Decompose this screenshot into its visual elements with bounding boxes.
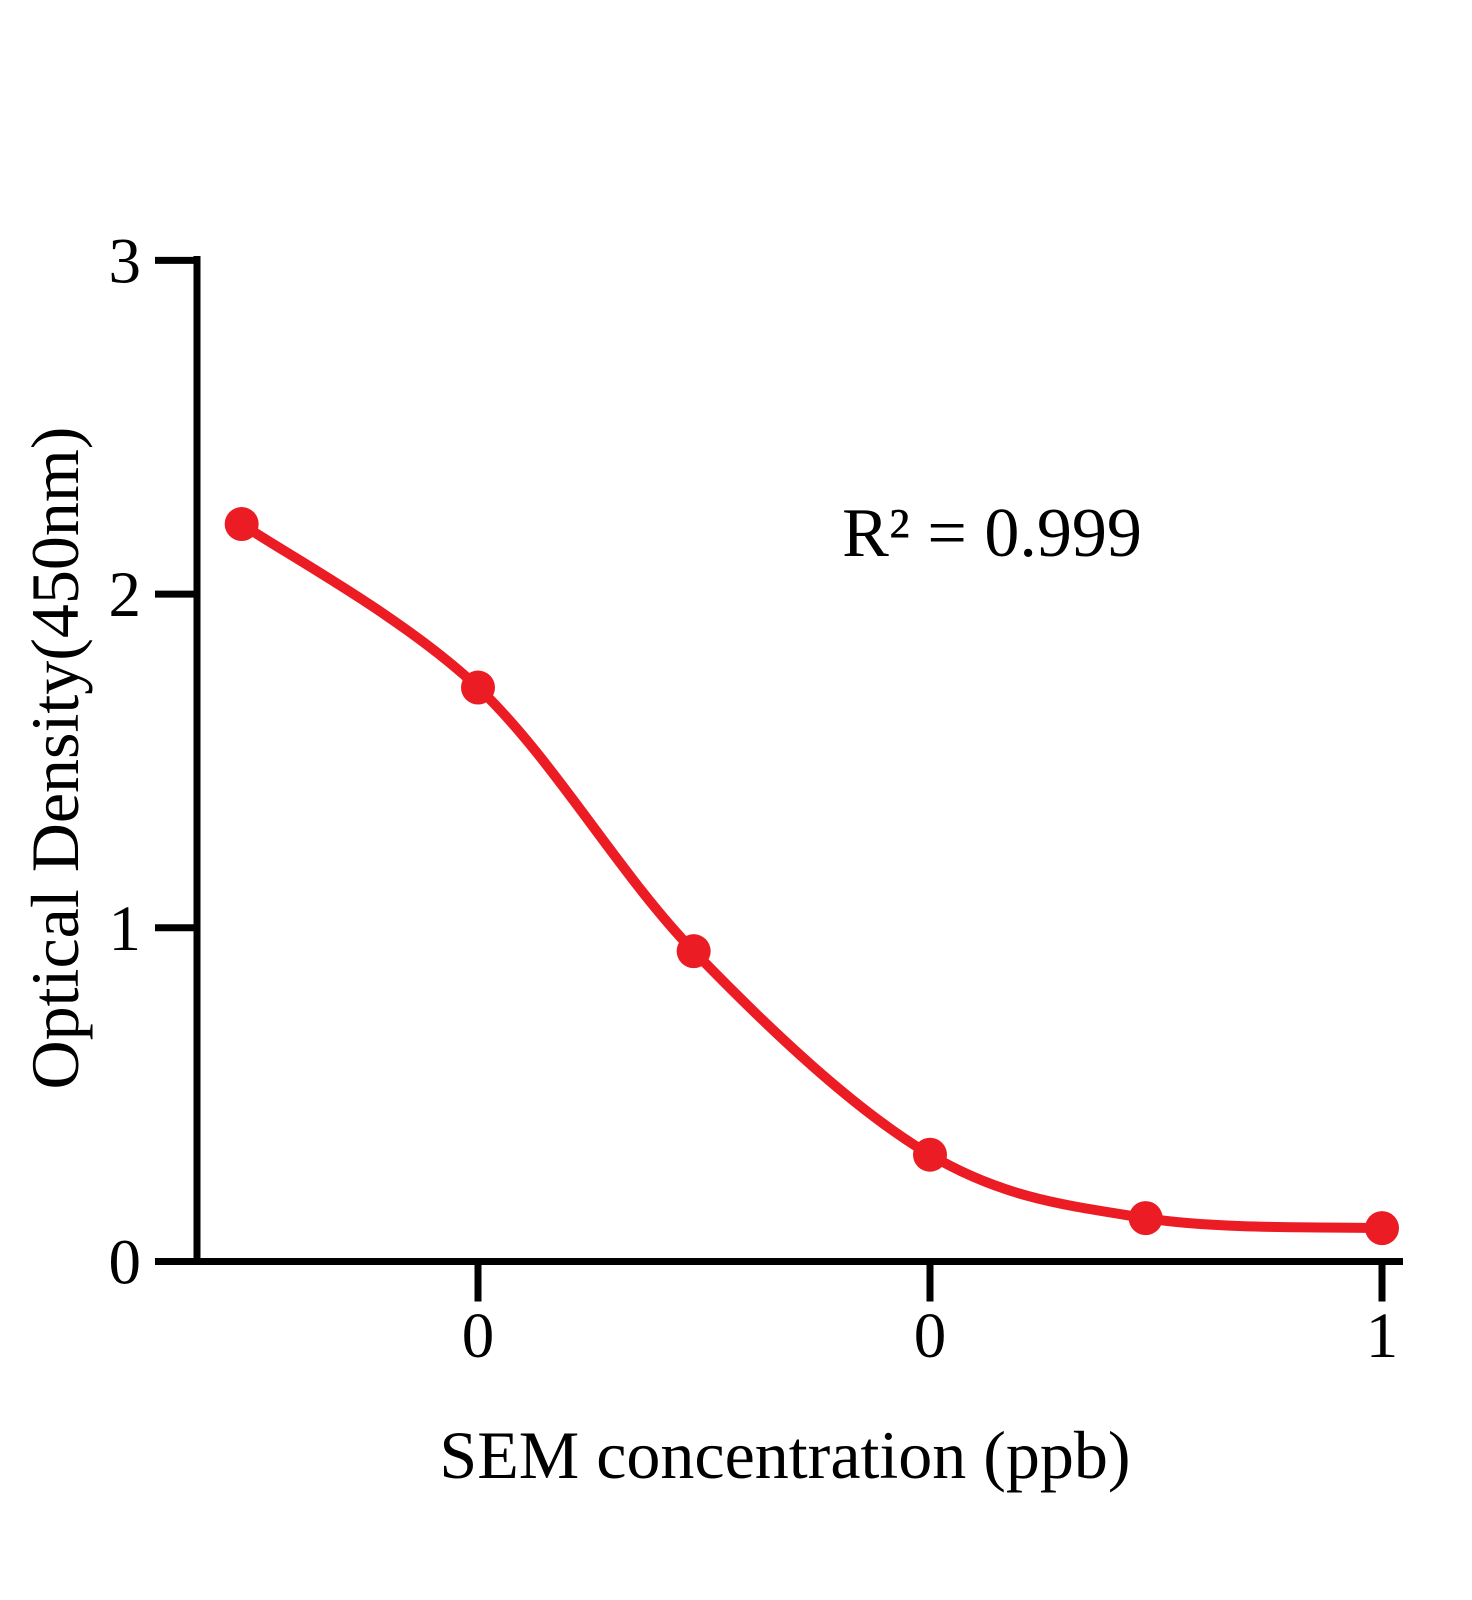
x-tick-label: 1 [1366, 1300, 1399, 1372]
data-point [1365, 1211, 1399, 1246]
y-tick-label: 1 [109, 893, 142, 965]
x-tick-label: 0 [914, 1300, 947, 1372]
axis-spines [193, 256, 1403, 1265]
data-point [224, 507, 259, 542]
data-point [1128, 1201, 1163, 1236]
axes: 0 1 2 3 0 0 1 [109, 225, 1403, 1372]
y-tick-label: 0 [109, 1227, 142, 1299]
data-point [913, 1137, 947, 1172]
y-axis-title: Optical Density(450nm) [17, 427, 93, 1090]
fit-curve [236, 519, 1387, 1234]
y-tick-label: 2 [109, 559, 142, 631]
data-point [461, 670, 495, 705]
data-point [676, 934, 711, 969]
x-axis-title: SEM concentration (ppb) [439, 1417, 1130, 1493]
data-series [224, 507, 1399, 1246]
x-tick-label: 0 [462, 1300, 495, 1372]
r-squared-annotation: R² = 0.999 [842, 495, 1142, 572]
y-tick-label: 3 [109, 225, 142, 297]
